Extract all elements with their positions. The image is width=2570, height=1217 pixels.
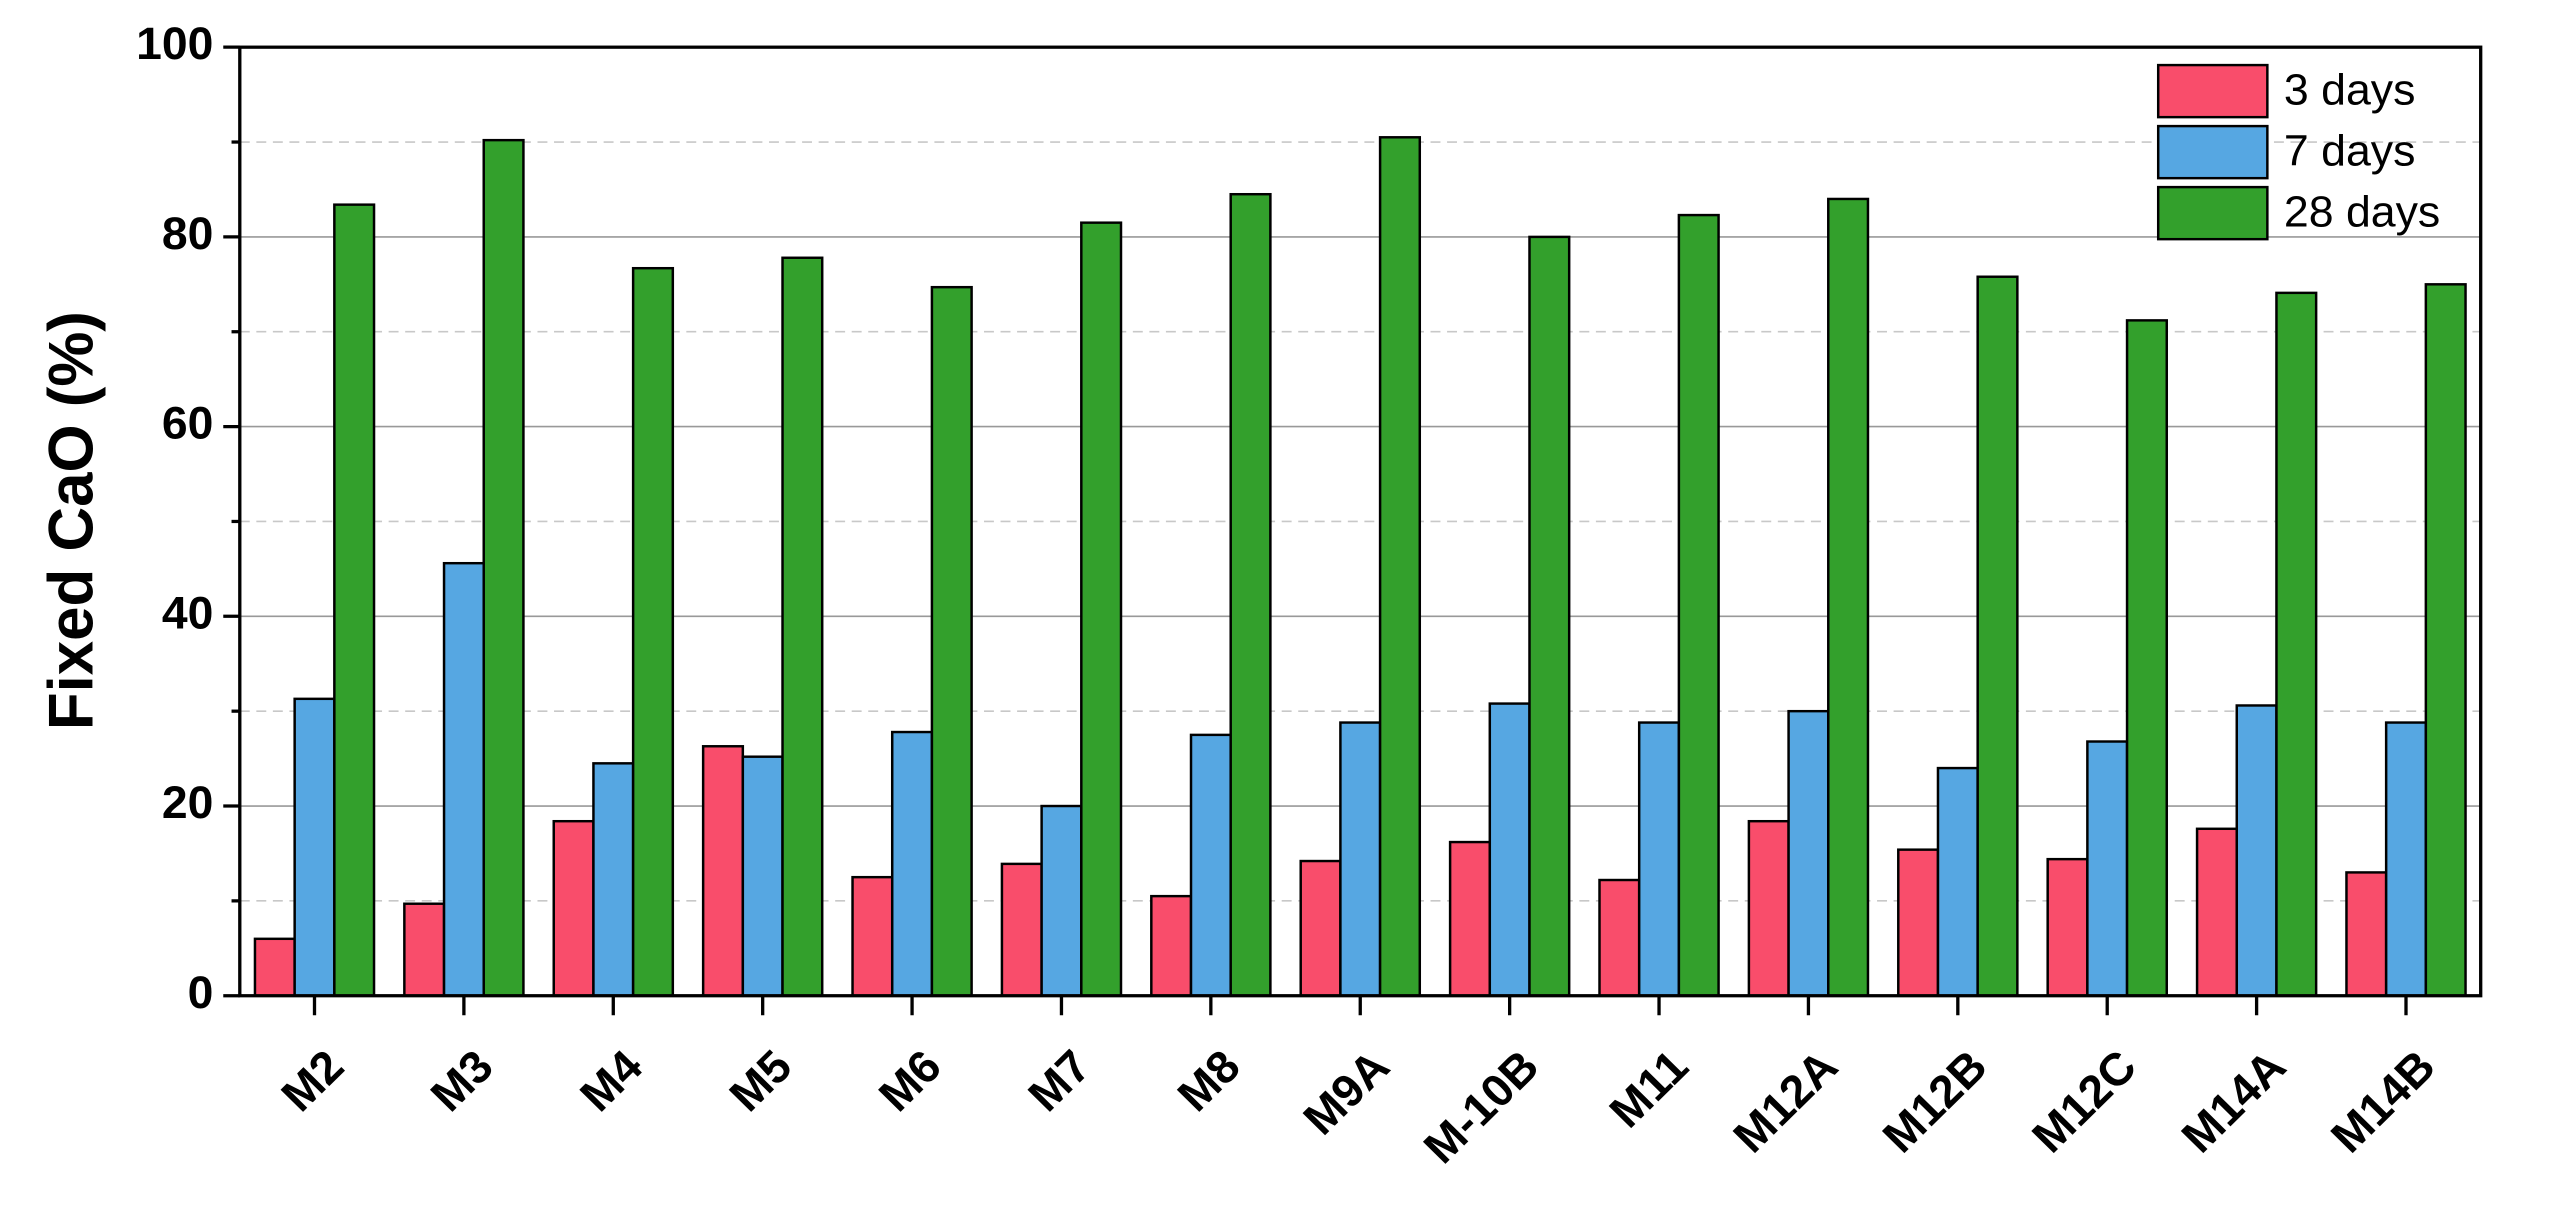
y-tick-label: 0 [188,966,214,1018]
y-axis-title: Fixed CaO (%) [37,311,107,730]
x-tick-label: M-10B [1413,1040,1548,1173]
y-tick-label: 60 [162,397,214,449]
bar [253,937,296,997]
bar [1189,733,1232,997]
bar [1747,819,1790,997]
x-tick-label: M4 [570,1040,653,1122]
plot-frame [238,45,2483,998]
y-tick-label: 20 [162,776,214,828]
x-tick-label: M14B [2321,1040,2445,1162]
bar [1040,804,1083,997]
bar [1897,848,1940,997]
x-tick-label: M3 [420,1040,503,1121]
legend-label: 28 days [2284,188,2440,237]
bar [2275,291,2318,997]
bar [1488,702,1531,997]
x-tick-label: M5 [719,1040,802,1121]
bar [293,697,336,997]
x-tick-label: M14A [2171,1040,2295,1162]
legend-label: 3 days [2284,66,2416,115]
bar [1598,878,1641,997]
bar [1000,862,1043,997]
bar [701,745,745,997]
bar [930,285,973,997]
bar [2235,704,2278,997]
x-tick-label: M7 [1018,1040,1101,1121]
x-tick-label: M9A [1293,1040,1399,1144]
bar [1827,197,1870,997]
bar [2086,740,2129,997]
bar [1528,235,1571,997]
bar [1637,721,1681,997]
bar [1787,709,1830,997]
bar [552,819,595,997]
legend-swatch [2156,185,2269,241]
bar [482,138,525,997]
bar [2125,319,2168,997]
legend-swatch [2156,63,2269,119]
bar [2384,721,2428,997]
bar [741,755,784,997]
bar [2046,857,2089,997]
bar [592,762,635,997]
bar [1976,275,2019,997]
bar [442,561,485,997]
x-tick-label: M12A [1723,1040,1847,1162]
bar [2345,871,2388,997]
legend-label: 7 days [2284,127,2416,176]
bar [2424,283,2467,997]
legend-swatch [2156,124,2269,180]
bar [1339,721,1382,997]
x-tick-label: M12B [1872,1040,1996,1162]
y-tick-label: 80 [162,207,214,259]
bar [781,256,824,997]
bar [1677,213,1720,997]
bar [631,266,675,997]
bar [1229,192,1272,997]
x-tick-label: M2 [271,1040,354,1121]
bar [851,875,894,997]
bar [1150,894,1193,997]
bar [1448,840,1492,997]
x-tick-label: M11 [1599,1040,1698,1137]
bar [1299,859,1342,997]
bar [403,902,446,997]
x-tick-label: M6 [868,1040,951,1121]
bar [1936,766,1979,997]
bar [2195,827,2239,997]
x-tick-label: M8 [1167,1040,1250,1121]
bar [890,730,934,997]
bar [1080,221,1123,997]
bar [1378,136,1422,997]
bar [333,203,376,997]
y-tick-label: 40 [162,587,214,639]
x-tick-label: M12C [2022,1040,2146,1162]
y-tick-label: 100 [136,18,213,70]
